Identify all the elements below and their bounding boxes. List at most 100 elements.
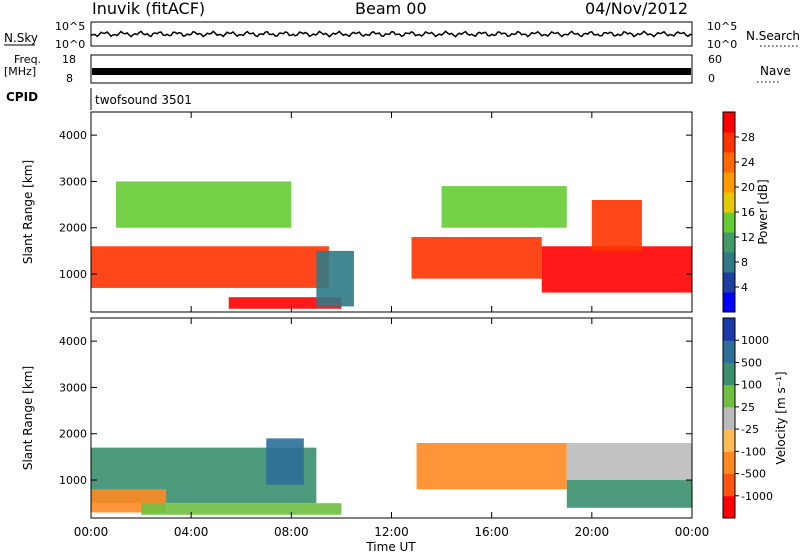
colorbar-tick-label: -1000 bbox=[741, 490, 773, 503]
colorbar-swatch bbox=[723, 292, 735, 313]
colorbar-swatch bbox=[723, 340, 735, 363]
colorbar-tick-label: 500 bbox=[741, 356, 762, 369]
colorbar-swatch bbox=[723, 406, 735, 430]
y-tick-label: 4000 bbox=[59, 129, 87, 142]
power-region-5 bbox=[591, 199, 642, 251]
power-region-1 bbox=[228, 297, 342, 309]
colorbar-tick-label: 20 bbox=[741, 181, 755, 194]
noise-line bbox=[90, 30, 693, 38]
x-tick-label: 00:00 bbox=[675, 525, 710, 539]
y-tick-label: 1000 bbox=[59, 474, 87, 487]
x-tick-label: 04:00 bbox=[174, 525, 209, 539]
colorbar-swatch bbox=[723, 172, 735, 193]
colorbar-swatch bbox=[723, 318, 735, 341]
x-tick-label: 00:00 bbox=[74, 525, 109, 539]
colorbar-swatch bbox=[723, 429, 735, 452]
velocity-region-3 bbox=[266, 438, 304, 485]
y-tick-label: 3000 bbox=[59, 175, 87, 188]
colorbar-tick-label: -25 bbox=[741, 423, 759, 436]
velocity-panel: 4000 3000 2000 1000 Slant Range [km] 1000 50… bbox=[21, 317, 788, 519]
colorbar-swatch bbox=[723, 272, 735, 293]
colorbar-swatch bbox=[723, 212, 735, 233]
x-tick-label: 12:00 bbox=[374, 525, 409, 539]
frequency-panel: Freq. [MHz] 18 8 60 0 Nave bbox=[4, 53, 791, 85]
x-axis-label: Time UT bbox=[365, 540, 416, 554]
noise-tick-top-right: 10^5 bbox=[707, 20, 737, 33]
colorbar-swatch bbox=[723, 451, 735, 475]
velocity-ylabel: Slant Range [km] bbox=[21, 366, 35, 470]
colorbar-tick-label: 28 bbox=[741, 131, 755, 144]
colorbar-tick-label: 1000 bbox=[741, 334, 769, 347]
y-tick-label: 2000 bbox=[59, 428, 87, 441]
power-heatmap bbox=[91, 181, 692, 309]
colorbar-swatch bbox=[723, 495, 735, 519]
cpid-program: twofsound 3501 bbox=[95, 93, 192, 107]
colorbar-swatch bbox=[723, 362, 735, 386]
nave-label: Nave bbox=[760, 64, 791, 78]
colorbar-swatch bbox=[723, 384, 735, 408]
power-y-axis: 4000 3000 2000 1000 bbox=[59, 129, 692, 281]
power-colorbar: 28 24 20 16 12 8 4 bbox=[722, 111, 755, 313]
velocity-colorbar-label: Velocity [m s⁻¹] bbox=[774, 371, 788, 464]
freq-tick-top: 18 bbox=[62, 53, 76, 66]
nave-tick-top: 60 bbox=[708, 53, 722, 66]
noise-tick-bottom-right: 10^0 bbox=[707, 38, 737, 51]
colorbar-tick-label: -500 bbox=[741, 468, 766, 481]
power-ylabel: Slant Range [km] bbox=[21, 160, 35, 264]
power-region-6 bbox=[116, 181, 292, 228]
velocity-region-6 bbox=[566, 480, 692, 508]
freq-tick-bottom: 8 bbox=[66, 72, 73, 85]
power-region-7 bbox=[441, 186, 567, 228]
beam-label: Beam 00 bbox=[355, 0, 427, 18]
y-tick-label: 4000 bbox=[59, 335, 87, 348]
cpid-label: CPID bbox=[6, 90, 38, 104]
colorbar-tick-label: 100 bbox=[741, 379, 762, 392]
colorbar-tick-label: 16 bbox=[741, 206, 755, 219]
frequency-trace bbox=[92, 68, 691, 75]
power-region-0 bbox=[91, 246, 329, 288]
x-tick-label: 16:00 bbox=[474, 525, 509, 539]
velocity-y-axis: 4000 3000 2000 1000 bbox=[59, 335, 692, 487]
velocity-colorbar: 1000 500 100 25 -25 -100 -500 -1000 bbox=[722, 317, 773, 519]
noise-left-label: N.Sky bbox=[4, 31, 38, 45]
colorbar-swatch bbox=[723, 112, 735, 133]
velocity-region-2 bbox=[141, 503, 342, 515]
x-tick-label: 20:00 bbox=[575, 525, 610, 539]
colorbar-tick-label: 25 bbox=[741, 401, 755, 414]
x-tick-label: 08:00 bbox=[274, 525, 309, 539]
freq-label: Freq. bbox=[14, 53, 41, 66]
colorbar-swatch bbox=[723, 232, 735, 253]
noise-tick-bottom-left: 10^0 bbox=[55, 38, 85, 51]
radar-title: Inuvik (fitACF) bbox=[92, 0, 205, 18]
colorbar-tick-label: 8 bbox=[741, 256, 748, 269]
y-tick-label: 3000 bbox=[59, 381, 87, 394]
colorbar-swatch bbox=[723, 192, 735, 213]
colorbar-swatch bbox=[723, 132, 735, 153]
velocity-heatmap bbox=[91, 438, 692, 515]
power-region-4 bbox=[541, 246, 692, 293]
colorbar-tick-label: 4 bbox=[741, 281, 748, 294]
nave-tick-bottom: 0 bbox=[708, 72, 715, 85]
time-axis: 00:00 04:00 08:00 12:00 16:00 20:00 00:00 bbox=[74, 112, 710, 539]
colorbar-tick-label: 24 bbox=[741, 156, 755, 169]
velocity-region-4 bbox=[416, 443, 567, 490]
y-tick-label: 1000 bbox=[59, 268, 87, 281]
colorbar-tick-label: -100 bbox=[741, 445, 766, 458]
colorbar-swatch bbox=[723, 152, 735, 173]
velocity-region-5 bbox=[566, 443, 692, 481]
noise-tick-top-left: 10^5 bbox=[55, 20, 85, 33]
freq-unit: [MHz] bbox=[4, 65, 36, 78]
date-label: 04/Nov/2012 bbox=[585, 0, 688, 18]
colorbar-tick-label: 12 bbox=[741, 231, 755, 244]
noise-trace bbox=[90, 30, 693, 38]
colorbar-swatch bbox=[723, 252, 735, 273]
noise-right-label: N.Search bbox=[746, 29, 800, 43]
colorbar-swatch bbox=[723, 473, 735, 497]
power-panel: 4000 3000 2000 1000 Slant Range [km] 28 24 20… bbox=[21, 111, 770, 313]
power-region-2 bbox=[316, 250, 354, 307]
power-colorbar-label: Power [dB] bbox=[756, 179, 770, 244]
noise-panel: N.Sky 10^5 10^0 10^5 10^0 N.Search bbox=[4, 20, 800, 51]
power-region-3 bbox=[411, 237, 542, 279]
y-tick-label: 2000 bbox=[59, 222, 87, 235]
